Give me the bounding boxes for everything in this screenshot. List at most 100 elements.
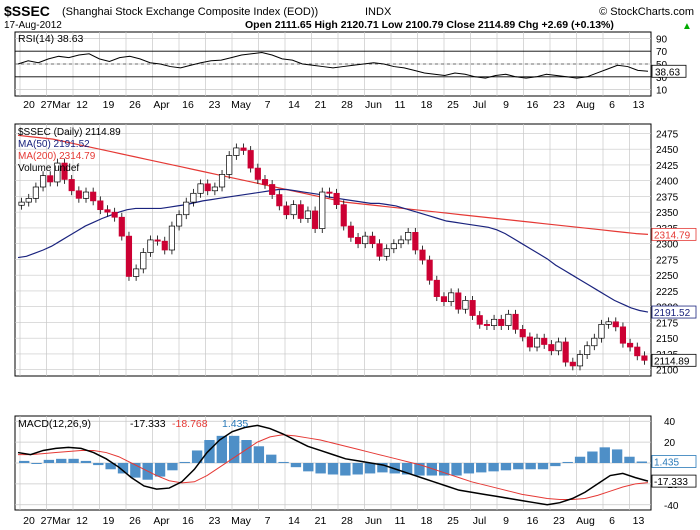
histogram-bar [401,463,413,475]
candle-body [297,204,304,219]
candle-body [218,174,226,188]
histogram-bar [426,463,437,476]
candle-body [82,191,90,199]
histogram-bar [476,463,487,473]
candle-body [612,321,619,328]
x-tick-label: 16 [527,99,539,111]
rsi-title: RSI(14) 38.63 [18,33,84,45]
ma50-last-label-box [651,305,697,319]
price-tick-label: 2300 [656,240,679,251]
histogram-value: 1.435 [222,418,248,430]
candle-body [197,183,204,194]
candle-body [47,175,54,183]
candle-body [576,354,584,367]
candle-body [376,243,383,257]
candle-body [333,192,340,205]
legend-volume: Volume undef [18,163,79,174]
macd-title: MACD(12,26,9) [18,418,91,430]
x-tick-label: 13 [633,515,645,527]
histogram-bar [525,463,536,470]
candle-body [397,239,405,245]
candle-body [419,249,426,261]
x-tick-label: 25 [447,515,459,527]
histogram-bar [587,451,598,463]
price-tick-label: 2250 [656,271,679,282]
x-tick-label: Jun [365,515,382,527]
candle-body [526,336,533,348]
candle-body [505,313,512,326]
macd-last-label: -17.333 [654,477,688,488]
histogram-bar [500,463,512,471]
x-tick-label: 21 [315,515,327,527]
candle-body [426,259,433,281]
x-tick-label: 27Mar [41,99,71,111]
candle-body [25,197,32,203]
price-panel [14,123,652,377]
x-tick-label: 27Mar [41,515,71,527]
candle-body [283,205,290,216]
candle-body [312,210,319,229]
candle-body [32,186,39,199]
candle-body [598,323,605,339]
histogram-bar [315,463,326,474]
candle-body [304,210,312,219]
rsi-last-value: 38.63 [655,67,680,78]
histogram-bar [167,463,178,471]
candle-body [641,355,648,361]
price-legend: $SSEC (Daily) 2114.89 MA(50) 2191.52 MA(… [18,127,121,174]
candle-body [390,243,397,250]
candle-body [233,147,240,156]
histogram-bar [43,459,55,463]
histogram-bar [352,463,363,475]
histogram-last-label: 1.435 [654,458,679,469]
x-tick-label: 9 [503,99,509,111]
candle-body [562,341,569,363]
histogram-bar [550,463,561,467]
rsi-panel-content: 907050301038.63 [15,34,687,97]
x-tick-label: 25 [447,99,459,111]
ma200-last-label-box [651,227,697,241]
candle-body [240,147,247,151]
x-tick-label: 21 [315,99,327,111]
candle-body [125,235,133,277]
candle-body [440,296,448,303]
rsi-tick-label: 70 [656,47,668,58]
ma50-line [17,188,649,313]
histogram-bar [537,463,549,470]
histogram-bar [117,463,129,474]
candle-body [584,345,591,355]
x-tick-label: 20 [23,99,35,111]
histogram-bar [513,463,524,470]
candle-body [133,268,140,277]
candle-body [405,232,412,241]
histogram-bar [278,461,289,463]
x-tick-label: 19 [103,515,115,527]
legend-ssec: $SSEC (Daily) 2114.89 [18,127,121,138]
symbol-title: $SSEC [4,3,50,19]
candle-body [498,318,505,326]
candle-body [75,190,82,199]
x-tick-label: 23 [209,515,221,527]
candle-body [455,292,462,310]
candle-body [605,321,612,325]
macd-tick-label: 20 [664,438,676,449]
price-tick-label: 2375 [656,192,679,203]
histogram-bar [414,463,425,476]
signal-value: -18.768 [172,418,208,430]
candle-body [290,204,297,216]
x-tick-label: Aug [576,99,595,111]
histogram-bar [130,463,141,478]
x-tick-label: 18 [421,99,433,111]
candle-body [190,192,197,203]
macd-tick-label: 40 [664,417,676,428]
macd-last-label-box [651,474,697,488]
candle-body [104,209,111,213]
candle-body [619,326,627,344]
candle-body [462,300,469,310]
chart-date: 17-Aug-2012 [4,20,62,31]
candle-body [140,252,147,270]
histogram-bar [31,463,42,464]
candle-body [326,191,333,194]
histogram-bar [624,456,635,463]
